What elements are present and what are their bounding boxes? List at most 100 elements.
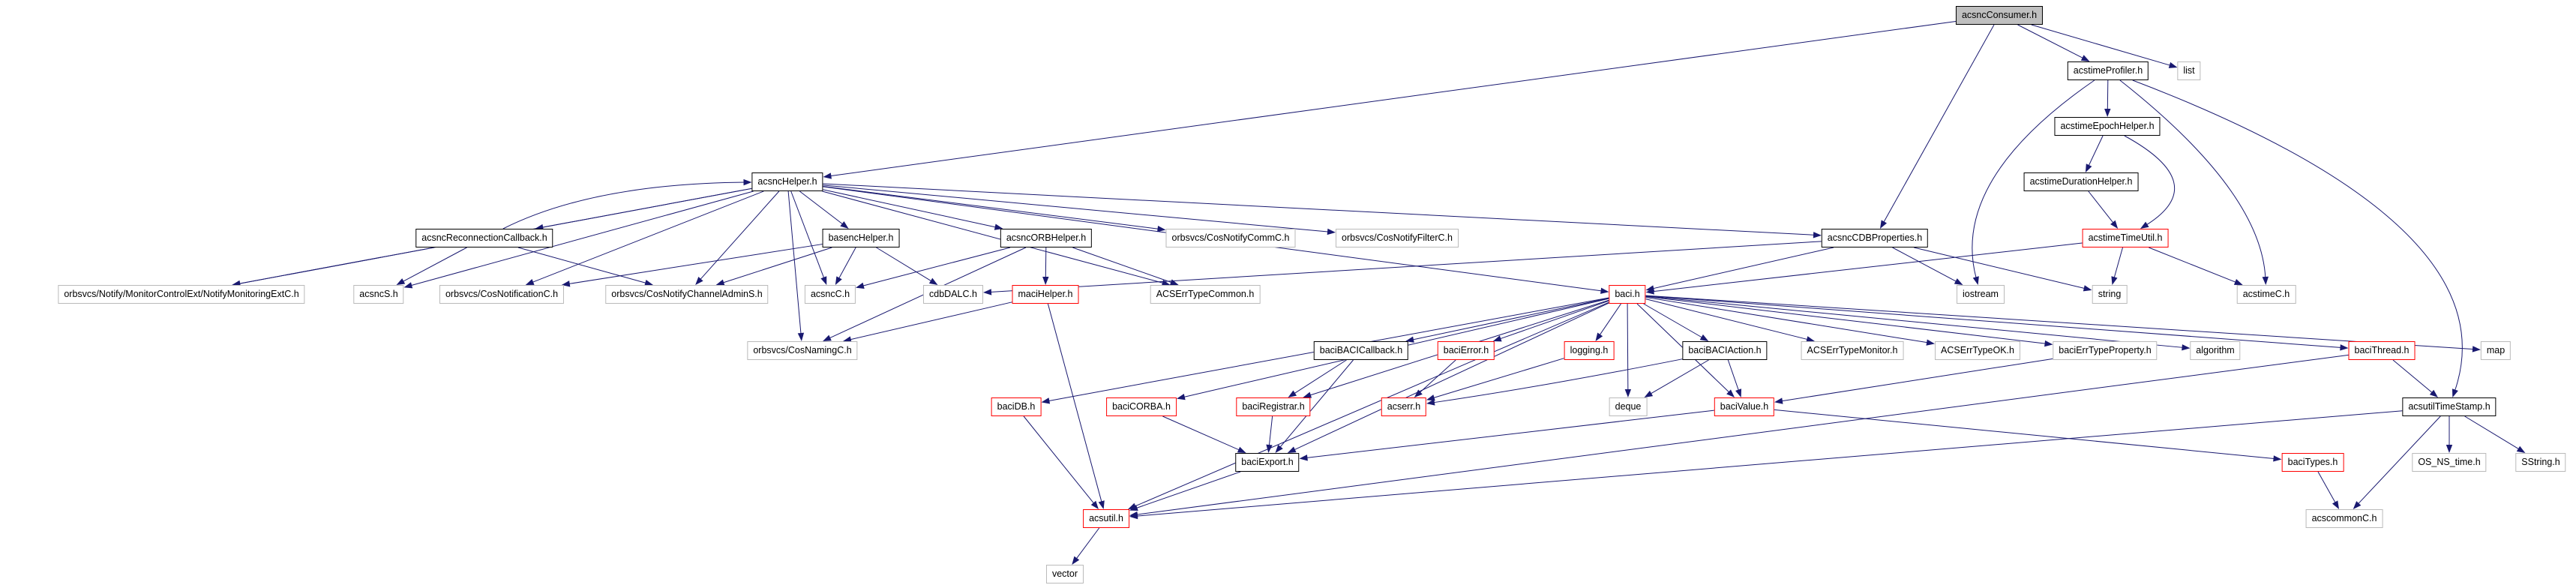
include-edge-profiler-acstimec: [2119, 80, 2269, 285]
graph-node-logging[interactable]: logging.h: [1564, 341, 1615, 360]
graph-node-cdbdalc: cdbDALC.h: [923, 285, 983, 304]
graph-node-bacicallback[interactable]: baciBACICallback.h: [1313, 341, 1409, 360]
arrowhead: [743, 178, 752, 186]
arrowhead: [2429, 389, 2438, 398]
arrowhead: [1041, 398, 1051, 404]
graph-node-macihelper[interactable]: maciHelper.h: [1012, 285, 1079, 304]
arrowhead: [1735, 388, 1742, 398]
arrowhead: [820, 276, 827, 285]
arrowhead: [840, 220, 849, 229]
include-edge-bacierrprop-bacivalue: [1774, 358, 2053, 404]
graph-node-acsutil[interactable]: acsutil.h: [1083, 509, 1129, 528]
graph-node-cdbprops[interactable]: acsncCDBProperties.h: [1821, 229, 1929, 248]
graph-node-baciexport[interactable]: baciExport.h: [1235, 453, 1300, 472]
arrowhead: [1129, 505, 1138, 512]
include-edge-macihelper-acsutil: [1047, 303, 1105, 509]
include-edge-basenc-chanadmin: [715, 247, 832, 286]
arrowhead: [2452, 388, 2458, 398]
graph-node-bacidb[interactable]: baciDB.h: [991, 398, 1042, 416]
graph-node-epoch[interactable]: acstimeEpochHelper.h: [2054, 117, 2161, 136]
include-edge-epoch-timeutil: [2124, 135, 2175, 229]
include-edge-orbhelper-acsncc: [856, 247, 1011, 289]
graph-node-deque: deque: [1609, 398, 1648, 416]
arrowhead: [1600, 287, 1609, 294]
graph-node-timeutil[interactable]: acstimeTimeUtil.h: [2082, 229, 2169, 248]
include-edge-orbhelper-acserrcommon: [1072, 247, 1179, 286]
arrowhead: [715, 279, 725, 286]
arrowhead: [644, 280, 653, 286]
include-edge-logging-acserr: [1426, 358, 1564, 401]
arrowhead: [1813, 232, 1822, 238]
graph-node-bacithread[interactable]: baciThread.h: [2348, 341, 2416, 360]
graph-node-helper[interactable]: acsncHelper.h: [751, 172, 823, 191]
graph-node-bacitypes[interactable]: baciTypes.h: [2281, 453, 2344, 472]
arrowhead: [2085, 164, 2092, 172]
graph-node-vector: vector: [1045, 565, 1084, 584]
include-edge-baci-algorithm: [1645, 296, 2191, 351]
include-edge-helper-cdbprops: [823, 183, 1822, 238]
include-edge-timeutil-acstimec: [2149, 247, 2243, 285]
graph-node-basenc[interactable]: basencHelper.h: [822, 229, 900, 248]
graph-node-list: list: [2177, 62, 2201, 80]
include-edge-basenc-acsncc: [835, 247, 856, 285]
include-edge-baciregistrar-baciexport: [1266, 416, 1273, 453]
arrowhead: [2340, 344, 2349, 351]
arrowhead: [2044, 340, 2053, 347]
arrowhead: [1303, 392, 1312, 398]
include-edge-bacidb-acsutil: [1023, 416, 1099, 509]
graph-node-map: map: [2480, 341, 2512, 360]
graph-node-reconn[interactable]: acsncReconnectionCallback.h: [415, 229, 553, 248]
graph-node-acserr[interactable]: acserr.h: [1381, 398, 1427, 416]
include-edge-helper-cosnaming: [787, 190, 805, 341]
arrowhead: [2140, 221, 2149, 229]
graph-node-orbhelper[interactable]: acsncORBHelper.h: [1000, 229, 1093, 248]
arrowhead: [403, 282, 413, 289]
graph-node-bacierror[interactable]: baciError.h: [1437, 341, 1495, 360]
arrowhead: [396, 278, 406, 285]
arrowhead: [835, 276, 842, 285]
include-edge-root-profiler: [2017, 24, 2090, 62]
include-edge-root-helper: [823, 20, 1957, 179]
include-edge-baci-baciexport: [1287, 302, 1609, 453]
include-edge-reconn-acsncs: [396, 247, 467, 285]
graph-node-baciaction[interactable]: baciBACIAction.h: [1682, 341, 1768, 360]
graph-node-bacierrprop: baciErrTypeProperty.h: [2053, 341, 2158, 360]
include-edge-baci-bacicallback: [1405, 298, 1609, 343]
include-edge-timestamp-osnstime: [2446, 416, 2453, 453]
arrowhead: [1098, 500, 1105, 509]
arrowhead: [1879, 220, 1888, 229]
arrowhead: [856, 282, 865, 289]
include-edge-bacithread-acsutil: [1129, 354, 2349, 518]
graph-node-duration[interactable]: acstimeDurationHelper.h: [2023, 172, 2139, 191]
include-edge-cdbprops-baci: [1645, 247, 1834, 292]
graph-node-acsncs: acsncS.h: [353, 285, 404, 304]
arrowhead: [1645, 285, 1655, 292]
include-edge-profiler-epoch: [2104, 80, 2111, 117]
include-edge-profiler-iostream: [1972, 80, 2095, 285]
include-edge-baci-logging: [1595, 303, 1621, 341]
graph-node-monext: orbsvcs/Notify/MonitorControlExt/NotifyM…: [58, 285, 305, 304]
include-edge-timestamp-acsutil: [1129, 410, 2403, 520]
include-edge-bacierror-acserr: [1414, 359, 1456, 398]
graph-node-acserrmonitor: ACSErrTypeMonitor.h: [1801, 341, 1904, 360]
graph-node-sstring: SString.h: [2515, 453, 2566, 472]
arrowhead: [2182, 344, 2191, 351]
include-edge-baci-acsutil: [1128, 302, 1609, 509]
include-edge-epoch-duration: [2085, 135, 2104, 172]
graph-node-algorithm: algorithm: [2190, 341, 2241, 360]
graph-node-acsncc: acsncC.h: [804, 285, 856, 304]
arrowhead: [823, 334, 832, 341]
arrowhead: [1774, 398, 1783, 404]
include-edge-helper-basenc: [799, 190, 849, 229]
graph-node-profiler[interactable]: acstimeProfiler.h: [2067, 62, 2149, 80]
graph-node-bacivalue[interactable]: baciValue.h: [1714, 398, 1775, 416]
arrowhead: [1266, 444, 1273, 453]
graph-node-bacicorba[interactable]: baciCORBA.h: [1106, 398, 1177, 416]
arrowhead: [2080, 55, 2090, 62]
graph-node-baci[interactable]: baci.h: [1609, 285, 1646, 304]
include-edge-reconn-helper: [502, 178, 752, 230]
include-edge-baci-bacierrprop: [1645, 296, 2053, 347]
graph-node-timestamp[interactable]: acsutilTimeStamp.h: [2402, 398, 2497, 416]
graph-node-baciregistrar[interactable]: baciRegistrar.h: [1236, 398, 1311, 416]
